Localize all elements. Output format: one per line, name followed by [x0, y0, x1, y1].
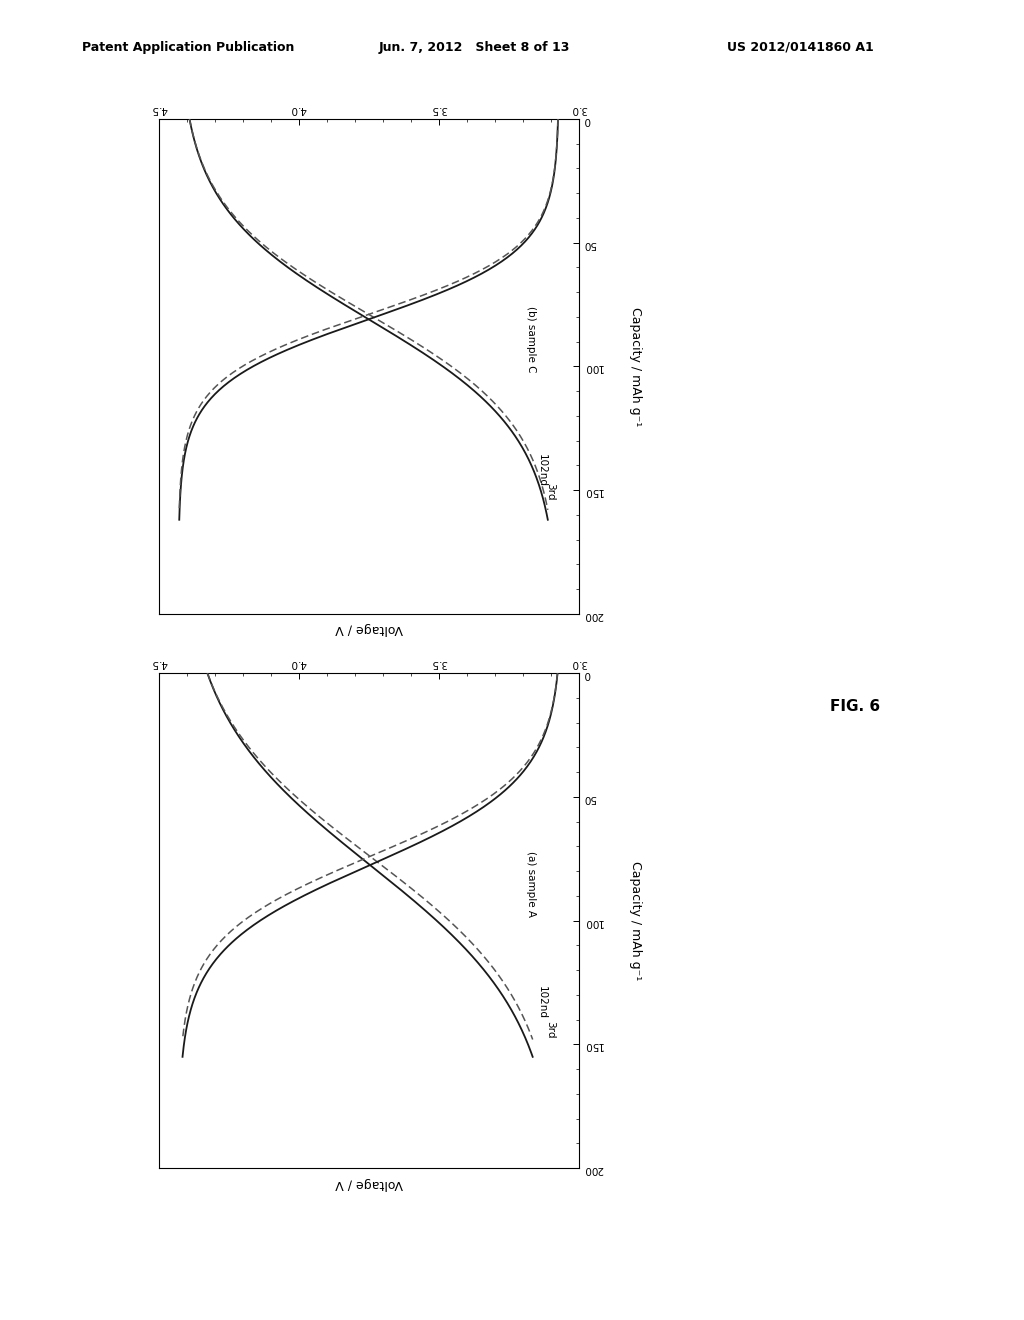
Y-axis label: Capacity / mAh g⁻¹: Capacity / mAh g⁻¹ — [629, 306, 642, 426]
Text: FIG. 6: FIG. 6 — [830, 698, 880, 714]
Text: (b) sample C: (b) sample C — [526, 306, 536, 372]
Text: 3rd: 3rd — [546, 483, 556, 500]
X-axis label: Voltage / V: Voltage / V — [335, 622, 402, 635]
Text: 3rd: 3rd — [546, 1022, 556, 1039]
Text: Jun. 7, 2012   Sheet 8 of 13: Jun. 7, 2012 Sheet 8 of 13 — [379, 41, 570, 54]
Text: 102nd: 102nd — [538, 986, 547, 1019]
X-axis label: Voltage / V: Voltage / V — [335, 1176, 402, 1189]
Text: Patent Application Publication: Patent Application Publication — [82, 41, 294, 54]
Y-axis label: Capacity / mAh g⁻¹: Capacity / mAh g⁻¹ — [629, 861, 642, 981]
Text: 102nd: 102nd — [538, 454, 547, 487]
Text: (a) sample A: (a) sample A — [526, 851, 536, 917]
Text: US 2012/0141860 A1: US 2012/0141860 A1 — [727, 41, 873, 54]
